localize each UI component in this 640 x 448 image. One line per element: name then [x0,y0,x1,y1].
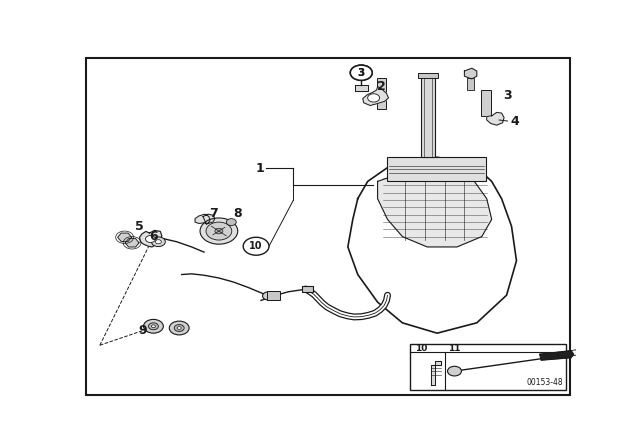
Text: 00153-48: 00153-48 [527,379,564,388]
Bar [421,76,435,157]
Circle shape [145,236,156,242]
Text: 4: 4 [511,115,520,128]
Polygon shape [363,86,388,106]
Circle shape [262,292,275,300]
Polygon shape [540,351,573,360]
Text: 3: 3 [503,89,512,102]
Bar [481,90,491,116]
Bar [419,73,438,78]
Bar [467,78,474,90]
Circle shape [174,324,184,332]
Text: 7: 7 [209,207,218,220]
Text: 3: 3 [358,68,365,78]
Circle shape [177,327,181,329]
Circle shape [206,222,232,240]
Circle shape [350,65,372,80]
Bar [268,291,280,301]
Text: 6: 6 [149,230,157,243]
Text: 5: 5 [135,220,144,233]
Circle shape [152,325,156,327]
Text: 11: 11 [449,344,461,353]
Polygon shape [465,68,477,79]
Text: 10: 10 [415,344,427,353]
Text: 1: 1 [255,162,264,175]
Polygon shape [355,85,367,90]
Polygon shape [348,157,516,333]
Circle shape [148,323,158,330]
Text: 10: 10 [250,241,263,251]
Circle shape [447,366,461,376]
Bar [410,344,566,390]
Text: 2: 2 [377,80,386,93]
Polygon shape [140,230,162,247]
Text: 3: 3 [358,68,365,78]
Polygon shape [486,112,504,125]
Circle shape [200,218,237,244]
Circle shape [350,65,372,80]
Text: 8: 8 [234,207,242,220]
Circle shape [215,228,223,234]
Circle shape [143,319,163,333]
Circle shape [152,237,165,246]
Circle shape [169,321,189,335]
Bar [302,285,313,293]
Bar [387,157,486,181]
Circle shape [227,219,236,225]
Circle shape [156,240,161,244]
Polygon shape [431,361,441,385]
Polygon shape [118,233,132,241]
Circle shape [367,94,380,102]
Polygon shape [195,214,215,224]
Polygon shape [125,239,139,247]
Polygon shape [378,168,492,247]
Circle shape [243,237,269,255]
Text: 9: 9 [139,324,147,337]
Bar [376,78,385,109]
